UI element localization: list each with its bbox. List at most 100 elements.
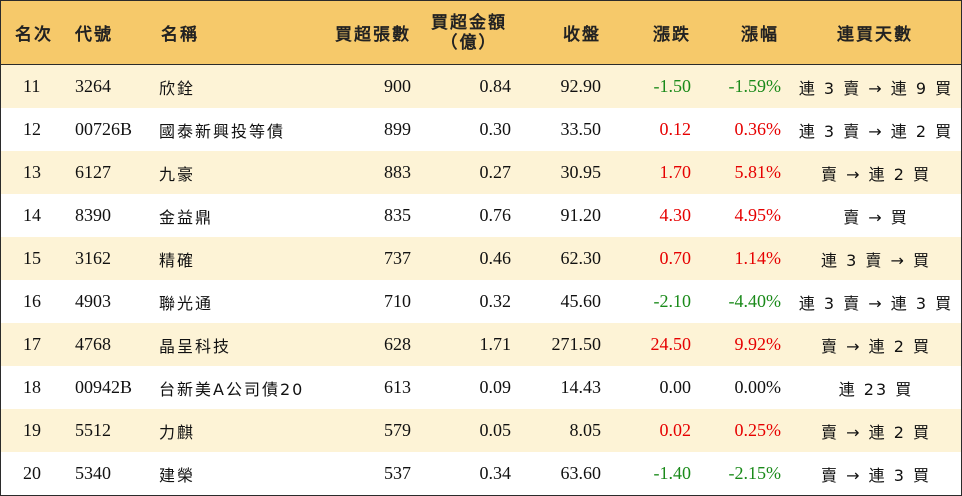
cell-days: 賣 → 連 2 買 — [821, 422, 931, 442]
header-change: 漲跌 — [653, 25, 691, 45]
cell-close: 45.60 — [560, 291, 602, 311]
header-close: 收盤 — [563, 25, 601, 45]
cell-days: 連 3 賣 → 連 3 買 — [798, 293, 954, 313]
cell-pct: -4.40% — [728, 291, 782, 311]
cell-pct: 0.36% — [734, 119, 782, 139]
cell-lots: 883 — [384, 162, 411, 182]
table-row: 12 00726B 國泰新興投等債 899 0.30 33.50 0.12 0.… — [1, 108, 961, 151]
cell-name: 精確 — [159, 250, 196, 270]
cell-name: 晶呈科技 — [159, 336, 232, 356]
header-days: 連買天數 — [837, 25, 913, 45]
table-row: 15 3162 精確 737 0.46 62.30 0.70 1.14% 連 3… — [1, 237, 961, 280]
cell-close: 63.60 — [560, 463, 602, 483]
header-code: 代號 — [75, 25, 113, 45]
cell-rank: 19 — [23, 420, 41, 440]
table-row: 16 4903 聯光通 710 0.32 45.60 -2.10 -4.40% … — [1, 280, 961, 323]
cell-amount: 0.76 — [479, 205, 512, 225]
cell-code: 6127 — [75, 162, 111, 182]
cell-name: 九豪 — [159, 164, 196, 184]
cell-pct: 0.25% — [734, 420, 782, 440]
cell-code: 8390 — [75, 205, 111, 225]
cell-close: 30.95 — [560, 162, 602, 182]
cell-amount: 0.46 — [479, 248, 512, 268]
cell-amount: 0.32 — [479, 291, 512, 311]
cell-code: 00726B — [75, 119, 133, 139]
cell-pct: 9.92% — [734, 334, 782, 354]
cell-rank: 15 — [23, 248, 41, 268]
cell-close: 91.20 — [560, 205, 602, 225]
cell-days: 賣 → 連 2 買 — [821, 336, 931, 356]
cell-close: 92.90 — [560, 76, 602, 96]
table-row: 11 3264 欣銓 900 0.84 92.90 -1.50 -1.59% 連… — [1, 65, 961, 108]
cell-lots: 835 — [384, 205, 411, 225]
cell-pct: 1.14% — [734, 248, 782, 268]
cell-pct: 0.00% — [734, 377, 782, 397]
cell-change: -1.40 — [653, 463, 692, 483]
table-row: 18 00942B 台新美A公司債20 613 0.09 14.43 0.00 … — [1, 366, 961, 409]
cell-lots: 613 — [384, 377, 411, 397]
cell-amount: 0.30 — [479, 119, 512, 139]
cell-days: 賣 → 連 3 買 — [821, 465, 931, 485]
header-amount-line2: （億） — [440, 32, 498, 53]
cell-change: -1.50 — [653, 76, 692, 96]
cell-rank: 20 — [23, 463, 41, 483]
cell-close: 14.43 — [560, 377, 602, 397]
cell-pct: -1.59% — [728, 76, 782, 96]
cell-rank: 14 — [23, 205, 41, 225]
cell-change: 1.70 — [659, 162, 692, 182]
cell-lots: 899 — [384, 119, 411, 139]
cell-days: 連 3 賣 → 連 2 買 — [798, 121, 954, 141]
cell-close: 271.50 — [551, 334, 602, 354]
cell-rank: 13 — [23, 162, 41, 182]
cell-lots: 737 — [384, 248, 411, 268]
header-amount: 買超金額 （億） — [425, 1, 513, 64]
cell-amount: 0.84 — [479, 76, 512, 96]
header-name: 名稱 — [161, 25, 199, 45]
cell-amount: 0.34 — [479, 463, 512, 483]
header-rank: 名次 — [15, 25, 53, 45]
cell-pct: -2.15% — [728, 463, 782, 483]
cell-code: 00942B — [75, 377, 133, 397]
cell-change: 0.12 — [659, 119, 692, 139]
cell-rank: 12 — [23, 119, 41, 139]
cell-name: 欣銓 — [159, 78, 196, 98]
cell-pct: 4.95% — [734, 205, 782, 225]
cell-lots: 900 — [384, 76, 411, 96]
cell-code: 3264 — [75, 76, 111, 96]
cell-code: 5340 — [75, 463, 111, 483]
table-header: 名次 代號 名稱 買超張數 買超金額 （億） 收盤 漲跌 漲幅 連買天數 — [1, 1, 961, 65]
cell-change: 0.00 — [659, 377, 692, 397]
cell-code: 4768 — [75, 334, 111, 354]
table-row: 17 4768 晶呈科技 628 1.71 271.50 24.50 9.92%… — [1, 323, 961, 366]
cell-name: 建榮 — [159, 465, 196, 485]
cell-close: 62.30 — [560, 248, 602, 268]
header-amount-line1: 買超金額 — [431, 12, 507, 33]
cell-amount: 0.05 — [479, 420, 512, 440]
cell-amount: 0.09 — [479, 377, 512, 397]
cell-code: 3162 — [75, 248, 111, 268]
cell-rank: 16 — [23, 291, 41, 311]
cell-lots: 710 — [384, 291, 411, 311]
cell-days: 賣 → 買 — [843, 207, 909, 227]
header-lots: 買超張數 — [335, 25, 411, 45]
table-row: 14 8390 金益鼎 835 0.76 91.20 4.30 4.95% 賣 … — [1, 194, 961, 237]
cell-name: 國泰新興投等債 — [159, 121, 286, 141]
cell-change: -2.10 — [653, 291, 692, 311]
cell-days: 連 3 賣 → 連 9 買 — [798, 78, 954, 98]
cell-change: 24.50 — [650, 334, 692, 354]
cell-lots: 628 — [384, 334, 411, 354]
header-pct: 漲幅 — [741, 25, 779, 45]
table-row: 20 5340 建榮 537 0.34 63.60 -1.40 -2.15% 賣… — [1, 452, 961, 495]
table-row: 19 5512 力麒 579 0.05 8.05 0.02 0.25% 賣 → … — [1, 409, 961, 452]
cell-amount: 1.71 — [479, 334, 512, 354]
cell-days: 連 3 賣 → 買 — [821, 250, 931, 270]
cell-close: 8.05 — [569, 420, 602, 440]
cell-rank: 18 — [23, 377, 41, 397]
cell-code: 5512 — [75, 420, 111, 440]
table-row: 13 6127 九豪 883 0.27 30.95 1.70 5.81% 賣 →… — [1, 151, 961, 194]
cell-lots: 537 — [384, 463, 411, 483]
cell-change: 0.02 — [659, 420, 692, 440]
cell-name: 金益鼎 — [159, 207, 214, 227]
cell-rank: 17 — [23, 334, 41, 354]
